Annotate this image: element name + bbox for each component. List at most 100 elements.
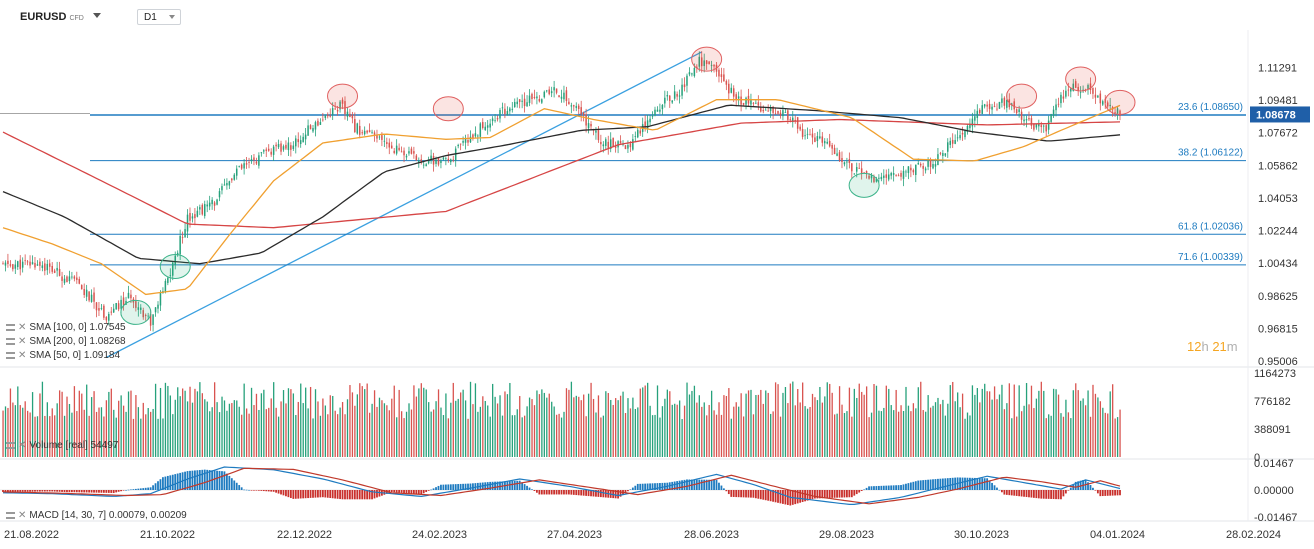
macd-histogram-bar (1064, 490, 1067, 494)
macd-histogram-bar (285, 490, 287, 497)
candle-body (691, 73, 693, 75)
candle-body (543, 91, 546, 98)
macd-histogram-bar (1028, 490, 1030, 498)
volume-bar (174, 399, 176, 457)
volume-bar (991, 399, 993, 457)
candle-body (1038, 124, 1040, 127)
settings-lines-icon[interactable] (6, 351, 15, 359)
candle-body (312, 128, 314, 132)
candle-body (36, 264, 39, 266)
candle-body (95, 302, 98, 311)
price-tick-label: 0.95006 (1258, 356, 1298, 368)
volume-bar (341, 402, 344, 457)
volume-bar (460, 392, 462, 457)
volume-bar (479, 406, 482, 457)
volume-bar (501, 415, 504, 457)
candle-body (649, 118, 651, 123)
volume-bar (868, 417, 870, 457)
volume-bar (226, 410, 228, 457)
macd-histogram-bar (703, 479, 706, 490)
volume-bar (472, 404, 474, 457)
timeframe-value: D1 (144, 12, 157, 23)
volume-bar (432, 409, 435, 457)
candle-body (811, 133, 814, 138)
candle-body (804, 135, 806, 137)
legend-macd[interactable]: ✕ MACD [14, 30, 7] 0.00079, 0.00209 (6, 510, 187, 521)
candle-body (991, 106, 993, 110)
fib-level-label: 61.8 (1.02036) (1178, 221, 1243, 232)
macd-histogram-bar (376, 490, 378, 498)
macd-histogram-bar (804, 490, 806, 502)
date-tick-label: 30.10.2023 (954, 529, 1009, 541)
remove-x-icon[interactable]: ✕ (18, 350, 27, 361)
volume-bar (671, 404, 673, 457)
macd-histogram-bar (134, 488, 137, 490)
volume-bar (130, 390, 132, 457)
volume-bar (63, 415, 66, 457)
candle-body (115, 303, 117, 310)
settings-lines-icon[interactable] (6, 323, 15, 331)
volume-bar (506, 394, 509, 457)
timeframe-select[interactable]: D1 (137, 9, 181, 25)
volume-bar (157, 418, 159, 457)
candle-body (831, 145, 833, 149)
macd-histogram-bar (973, 477, 976, 490)
volume-bar (86, 384, 88, 457)
legend-sma100[interactable]: ✕ SMA [100, 0] 1.07545 (6, 322, 126, 333)
remove-x-icon[interactable]: ✕ (18, 336, 27, 347)
legend-sma200[interactable]: ✕ SMA [200, 0] 1.08268 (6, 336, 126, 347)
remove-x-icon[interactable]: ✕ (18, 510, 27, 521)
symbol-dropdown-chevron-down-icon[interactable] (93, 13, 101, 18)
remove-x-icon[interactable]: ✕ (18, 440, 27, 451)
candle-body (848, 159, 851, 164)
candle-body (24, 260, 26, 262)
candle-body (393, 150, 395, 153)
candle-body (750, 100, 752, 105)
macd-histogram-bar (9, 490, 12, 492)
volume-bar (637, 407, 639, 457)
volume-bar (811, 393, 814, 457)
macd-histogram-bar (142, 488, 145, 490)
volume-bar (450, 402, 452, 457)
macd-line (2, 466, 1121, 505)
macd-histogram-bar (983, 478, 986, 490)
legend-sma50[interactable]: ✕ SMA [50, 0] 1.09184 (6, 350, 120, 361)
volume-bar (718, 402, 720, 457)
settings-lines-icon[interactable] (6, 337, 15, 345)
candle-body (73, 276, 76, 279)
macd-histogram-bar (964, 477, 966, 490)
volume-bar (445, 393, 447, 457)
candle-body (784, 112, 787, 113)
macd-histogram-bar (157, 481, 159, 490)
volume-bar (147, 408, 149, 457)
volume-bar (1011, 418, 1013, 457)
symbol-title[interactable]: EURUSD CFD (20, 11, 84, 23)
volume-bar (1114, 418, 1116, 457)
volume-bar (494, 396, 496, 457)
macd-histogram-bar (317, 490, 319, 498)
remove-x-icon[interactable]: ✕ (18, 322, 27, 333)
candle-body (688, 72, 691, 75)
volume-bar (848, 387, 851, 457)
macd-histogram-bar (56, 490, 59, 492)
settings-lines-icon[interactable] (6, 441, 15, 449)
macd-histogram-bar (875, 486, 878, 490)
legend-volume[interactable]: ✕ Volume [real] 54497 (6, 440, 118, 451)
candle-body (1052, 109, 1055, 117)
volume-bar (442, 415, 445, 457)
volume-bar (570, 381, 573, 457)
macd-histogram-bar (961, 477, 964, 490)
volume-bar (740, 393, 742, 457)
volume-bar (312, 418, 314, 457)
candle-body (1072, 83, 1075, 91)
candle-body (452, 159, 455, 161)
candle-body (285, 144, 287, 149)
candle-body (66, 276, 68, 283)
candle-body (346, 111, 349, 117)
settings-lines-icon[interactable] (6, 511, 15, 519)
volume-bar (337, 414, 339, 457)
candle-body (1040, 125, 1043, 128)
volume-bar (747, 390, 750, 457)
macd-histogram-bar (969, 477, 971, 490)
